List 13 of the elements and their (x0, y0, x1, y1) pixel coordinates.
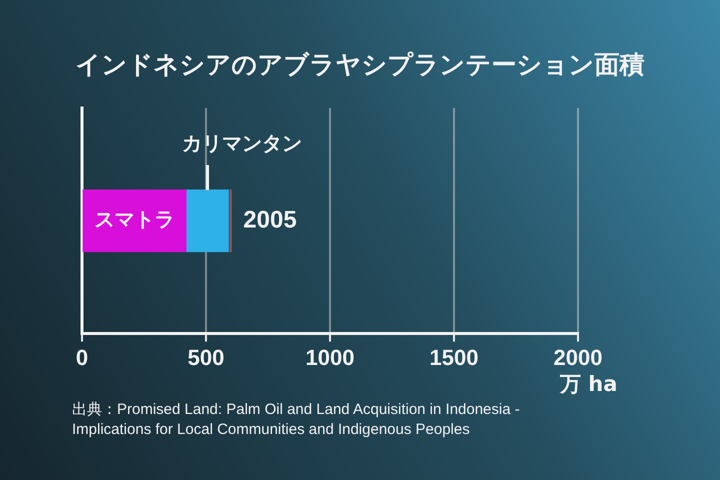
x-tick-label: 0 (76, 344, 88, 370)
y-tick-label: 2005 (243, 206, 297, 234)
series-label: カリマンタン (182, 131, 302, 156)
x-tick-label: 2000 (554, 344, 602, 370)
bar (82, 189, 186, 252)
chart-title: インドネシアのアブラヤシプランテーション面積 (74, 49, 646, 81)
x-tick-label: 500 (188, 344, 224, 370)
source-note: 出典：Promised Land: Palm Oil and Land Acquisition in Indonesia - Implications for Local Communities and Indigenous Peoples (72, 400, 521, 440)
series-label: スマトラ (94, 207, 175, 232)
x-tick-label: 1000 (306, 344, 354, 370)
bar (186, 189, 229, 252)
x-tick-label: 1500 (430, 344, 478, 370)
x-axis-title: 万 ha (560, 371, 618, 398)
